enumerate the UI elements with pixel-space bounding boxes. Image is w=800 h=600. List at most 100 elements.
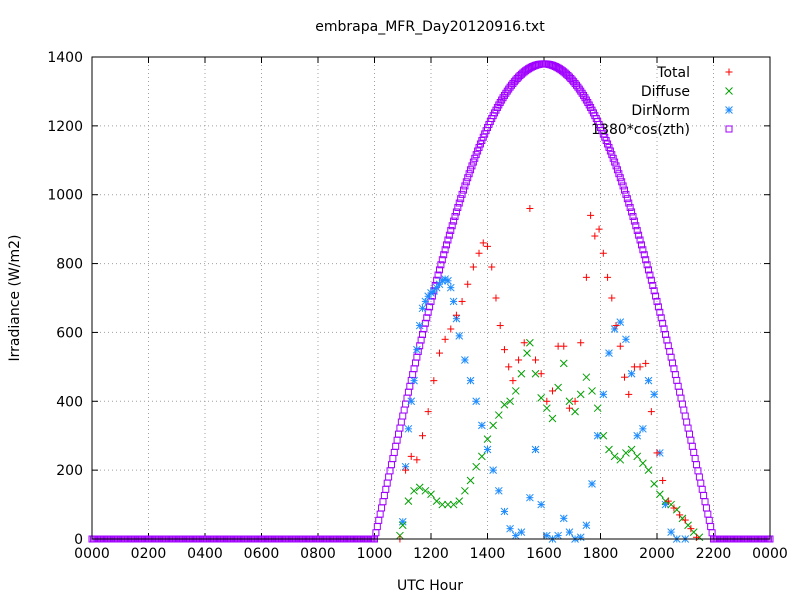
diffuse-point bbox=[511, 387, 520, 395]
total-point bbox=[509, 377, 517, 385]
diffuse-point bbox=[537, 393, 546, 402]
y-tick-label: 1400 bbox=[47, 50, 83, 66]
cos-zth-point bbox=[397, 418, 405, 426]
cos-zth-point bbox=[468, 162, 476, 170]
cos-zth-point bbox=[615, 170, 623, 178]
cos-zth-point bbox=[400, 406, 408, 414]
series-total bbox=[396, 204, 701, 543]
total-point bbox=[642, 359, 650, 367]
cos-zth-point bbox=[608, 151, 616, 159]
cos-zth-point bbox=[635, 231, 643, 239]
cos-zth-point bbox=[630, 217, 638, 225]
cos-zth-point bbox=[702, 504, 710, 512]
total-point bbox=[526, 204, 534, 212]
total-point bbox=[693, 533, 701, 541]
legend-marker bbox=[725, 87, 733, 95]
diffuse-point bbox=[477, 452, 486, 461]
cos-zth-point bbox=[632, 222, 640, 230]
cos-zth-point bbox=[693, 461, 701, 469]
legend-marker bbox=[725, 125, 733, 133]
cos-zth-point bbox=[683, 418, 691, 426]
cos-zth-point bbox=[628, 208, 636, 216]
cos-zth-point bbox=[690, 448, 698, 456]
cos-zth-point bbox=[393, 436, 401, 444]
total-point bbox=[515, 356, 523, 364]
diffuse-point bbox=[461, 486, 469, 495]
total-point bbox=[505, 363, 513, 371]
cos-zth-point bbox=[681, 412, 689, 420]
x-tick-label: 0000 bbox=[74, 546, 110, 562]
cos-zth-point bbox=[437, 261, 445, 269]
cos-zth-point bbox=[455, 199, 463, 207]
cos-zth-point bbox=[636, 236, 644, 244]
x-tick-label: 0400 bbox=[187, 546, 223, 562]
legend-total: Total bbox=[656, 65, 733, 81]
cos-zth-point bbox=[438, 256, 446, 264]
diffuse-point bbox=[531, 369, 540, 378]
cos-zth-point bbox=[452, 208, 460, 216]
dirnorm-point bbox=[477, 421, 486, 430]
cos-zth-point bbox=[409, 371, 417, 379]
diffuse-point bbox=[627, 445, 636, 454]
cos-zth-point bbox=[640, 251, 648, 259]
cos-zth-point bbox=[687, 436, 695, 444]
x-tick-label: 1000 bbox=[357, 546, 393, 562]
cos-zth-point bbox=[440, 251, 448, 259]
cos-zth-point bbox=[684, 424, 692, 432]
cos-zth-point bbox=[678, 400, 686, 408]
total-point bbox=[447, 325, 455, 333]
total-point bbox=[616, 342, 624, 350]
cos-zth-point bbox=[469, 158, 477, 166]
legend-cos-zth: 1380*cos(zth) bbox=[591, 122, 733, 138]
diffuse-point bbox=[610, 452, 619, 461]
cos-zth-point bbox=[390, 448, 398, 456]
diffuse-point bbox=[622, 449, 630, 457]
diffuse-point bbox=[494, 411, 503, 419]
cos-zth-point bbox=[639, 246, 647, 254]
total-point bbox=[587, 211, 595, 219]
dirnorm-point bbox=[483, 445, 492, 454]
cos-zth-point bbox=[670, 365, 678, 373]
total-point bbox=[591, 232, 599, 240]
total-point bbox=[464, 280, 472, 288]
cos-zth-point bbox=[616, 174, 624, 182]
cos-zth-point bbox=[700, 492, 708, 500]
dirnorm-point bbox=[605, 349, 613, 357]
cos-zth-point bbox=[448, 222, 456, 230]
dirnorm-point bbox=[413, 345, 421, 354]
cos-zth-point bbox=[373, 523, 381, 531]
cos-zth-point bbox=[387, 461, 395, 469]
cos-zth-point bbox=[625, 199, 633, 207]
x-tick-label: 1400 bbox=[470, 546, 506, 562]
total-point bbox=[492, 294, 500, 302]
cos-zth-point bbox=[411, 359, 419, 367]
diffuse-point bbox=[605, 445, 613, 454]
total-point bbox=[565, 404, 573, 412]
cos-zth-point bbox=[613, 166, 621, 174]
cos-zth-point bbox=[383, 479, 391, 487]
cos-zth-point bbox=[673, 376, 681, 384]
legend-marker bbox=[725, 106, 733, 114]
diffuse-point bbox=[571, 407, 579, 416]
dirnorm-point bbox=[593, 431, 602, 440]
y-tick-label: 400 bbox=[56, 394, 83, 410]
total-point bbox=[595, 225, 603, 233]
total-point bbox=[582, 273, 590, 281]
diffuse-point bbox=[639, 459, 647, 468]
total-point bbox=[424, 408, 432, 416]
total-point bbox=[537, 370, 545, 378]
dirnorm-point bbox=[472, 397, 481, 406]
diffuse-point bbox=[449, 500, 458, 509]
cos-zth-point bbox=[375, 516, 383, 524]
cos-zth-point bbox=[708, 529, 716, 537]
x-tick-label: 0200 bbox=[131, 546, 167, 562]
total-point bbox=[659, 476, 667, 484]
cos-zth-point bbox=[649, 281, 657, 289]
dirnorm-point bbox=[633, 431, 642, 440]
cos-zth-point bbox=[609, 154, 617, 162]
dirnorm-point bbox=[494, 486, 503, 495]
total-point bbox=[452, 311, 460, 319]
dirnorm-point bbox=[418, 304, 427, 313]
diffuse-point bbox=[483, 435, 492, 444]
cos-zth-point bbox=[461, 182, 469, 190]
